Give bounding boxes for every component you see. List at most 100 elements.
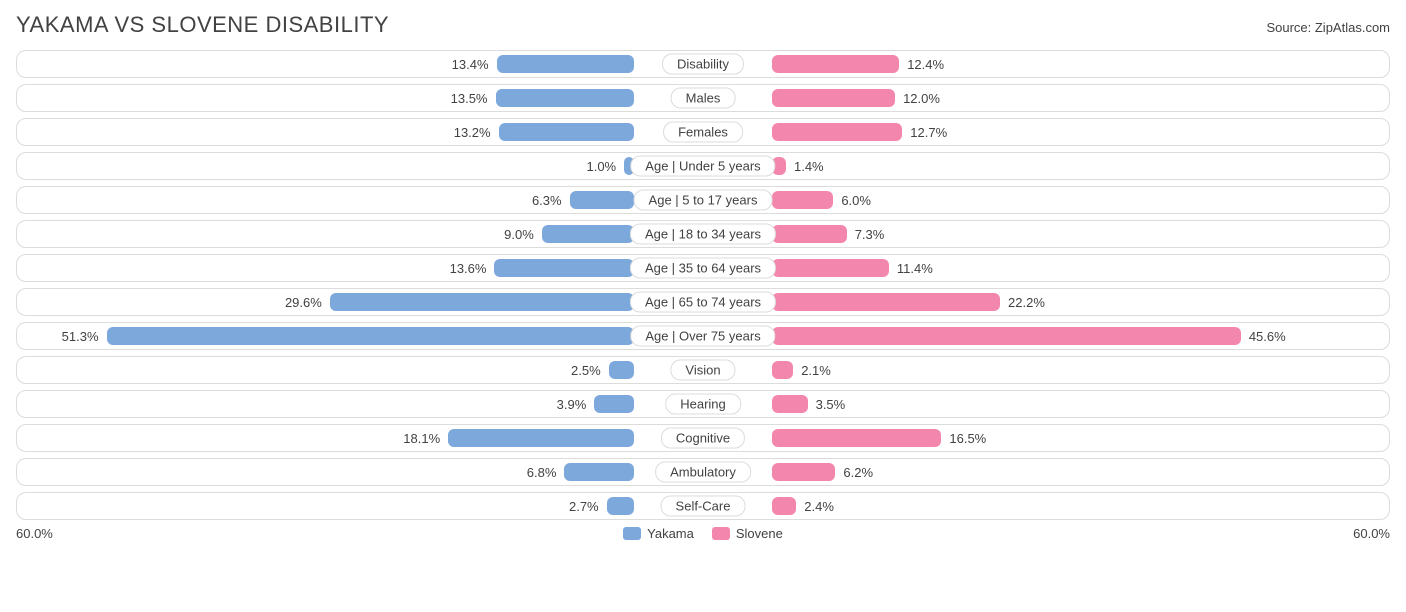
- category-label: Disability: [662, 54, 744, 75]
- left-value-label: 18.1%: [403, 431, 440, 446]
- left-value-label: 13.4%: [452, 57, 489, 72]
- chart-source: Source: ZipAtlas.com: [1266, 20, 1390, 35]
- legend-swatch-left: [623, 527, 641, 540]
- chart-row: 9.0%7.3%Age | 18 to 34 years: [16, 220, 1390, 248]
- left-bar: [494, 259, 634, 277]
- right-bar: [772, 429, 942, 447]
- legend-label-left: Yakama: [647, 526, 694, 541]
- category-label: Males: [671, 88, 736, 109]
- chart-row: 13.4% 12.4%Disability: [16, 50, 1390, 78]
- row-right-half: 12.7%: [703, 119, 1389, 145]
- row-right-half: 2.1%: [703, 357, 1389, 383]
- category-label: Females: [663, 122, 743, 143]
- chart-legend: Yakama Slovene: [623, 526, 783, 541]
- row-right-half: 6.0%: [703, 187, 1389, 213]
- left-bar: [499, 123, 635, 141]
- left-value-label: 2.5%: [571, 363, 601, 378]
- row-right-half: 12.4%: [703, 51, 1389, 77]
- chart-title: YAKAMA VS SLOVENE DISABILITY: [16, 12, 389, 38]
- chart-row: 13.5% 12.0%Males: [16, 84, 1390, 112]
- left-bar: [609, 361, 635, 379]
- left-value-label: 51.3%: [62, 329, 99, 344]
- row-left-half: 3.9%: [17, 391, 703, 417]
- category-label: Age | 18 to 34 years: [630, 224, 776, 245]
- diverging-bar-chart: 13.4% 12.4%Disability 13.5% 12.0%Males 13.2%…: [16, 50, 1390, 520]
- right-value-label: 12.7%: [910, 125, 947, 140]
- category-label: Self-Care: [661, 496, 746, 517]
- row-right-half: 3.5%: [703, 391, 1389, 417]
- legend-label-right: Slovene: [736, 526, 783, 541]
- chart-row: 2.5% 2.1% Vision: [16, 356, 1390, 384]
- chart-row: 29.6% 22.2% Age | 65 to 74 years: [16, 288, 1390, 316]
- left-value-label: 13.5%: [451, 91, 488, 106]
- right-bar: [772, 497, 797, 515]
- legend-item-left: Yakama: [623, 526, 694, 541]
- right-value-label: 11.4%: [897, 261, 933, 276]
- row-left-half: 13.4%: [17, 51, 703, 77]
- left-value-label: 1.0%: [586, 159, 616, 174]
- right-bar: [772, 225, 847, 243]
- right-bar: [772, 89, 895, 107]
- row-right-half: 16.5%: [703, 425, 1389, 451]
- row-right-half: 2.4%: [703, 493, 1389, 519]
- right-bar: [772, 55, 900, 73]
- right-value-label: 6.0%: [841, 193, 871, 208]
- row-left-half: 1.0%: [17, 153, 703, 179]
- row-left-half: 9.0%: [17, 221, 703, 247]
- chart-header: YAKAMA VS SLOVENE DISABILITY Source: Zip…: [16, 12, 1390, 38]
- chart-row: 1.0% 1.4% Age | Under 5 years: [16, 152, 1390, 180]
- row-left-half: 6.8%: [17, 459, 703, 485]
- left-bar: [542, 225, 635, 243]
- left-value-label: 3.9%: [557, 397, 587, 412]
- category-label: Age | Over 75 years: [630, 326, 775, 347]
- right-value-label: 22.2%: [1008, 295, 1045, 310]
- row-right-half: 1.4%: [703, 153, 1389, 179]
- right-bar: [772, 463, 836, 481]
- axis-left-max: 60.0%: [16, 526, 53, 541]
- category-label: Vision: [670, 360, 735, 381]
- left-bar: [107, 327, 635, 345]
- row-right-half: 22.2%: [703, 289, 1389, 315]
- category-label: Age | 35 to 64 years: [630, 258, 776, 279]
- right-value-label: 2.1%: [801, 363, 831, 378]
- left-bar: [570, 191, 635, 209]
- left-value-label: 13.6%: [450, 261, 487, 276]
- row-left-half: 13.6%: [17, 255, 703, 281]
- chart-row: 13.2% 12.7% Females: [16, 118, 1390, 146]
- left-bar: [497, 55, 635, 73]
- chart-row: 51.3%45.6%Age | Over 75 years: [16, 322, 1390, 350]
- row-left-half: 6.3%: [17, 187, 703, 213]
- category-label: Age | Under 5 years: [630, 156, 775, 177]
- right-value-label: 3.5%: [816, 397, 846, 412]
- right-bar: [772, 327, 1241, 345]
- left-bar: [564, 463, 634, 481]
- row-left-half: 29.6%: [17, 289, 703, 315]
- category-label: Cognitive: [661, 428, 745, 449]
- row-left-half: 2.5%: [17, 357, 703, 383]
- left-bar: [330, 293, 635, 311]
- right-bar: [772, 191, 834, 209]
- right-bar: [772, 293, 1000, 311]
- left-value-label: 6.8%: [527, 465, 557, 480]
- category-label: Age | 5 to 17 years: [634, 190, 773, 211]
- row-left-half: 51.3%: [17, 323, 703, 349]
- left-value-label: 13.2%: [454, 125, 491, 140]
- chart-row: 3.9%3.5%Hearing: [16, 390, 1390, 418]
- left-value-label: 29.6%: [285, 295, 322, 310]
- left-value-label: 9.0%: [504, 227, 534, 242]
- left-value-label: 2.7%: [569, 499, 599, 514]
- right-bar: [772, 123, 903, 141]
- chart-row: 13.6% 11.4% Age | 35 to 64 years: [16, 254, 1390, 282]
- right-value-label: 6.2%: [843, 465, 873, 480]
- row-right-half: 6.2%: [703, 459, 1389, 485]
- right-value-label: 1.4%: [794, 159, 824, 174]
- row-right-half: 12.0%: [703, 85, 1389, 111]
- chart-row: 2.7% 2.4%Self-Care: [16, 492, 1390, 520]
- row-left-half: 2.7%: [17, 493, 703, 519]
- row-left-half: 18.1%: [17, 425, 703, 451]
- category-label: Ambulatory: [655, 462, 751, 483]
- right-value-label: 16.5%: [949, 431, 986, 446]
- left-bar: [448, 429, 634, 447]
- category-label: Age | 65 to 74 years: [630, 292, 776, 313]
- legend-swatch-right: [712, 527, 730, 540]
